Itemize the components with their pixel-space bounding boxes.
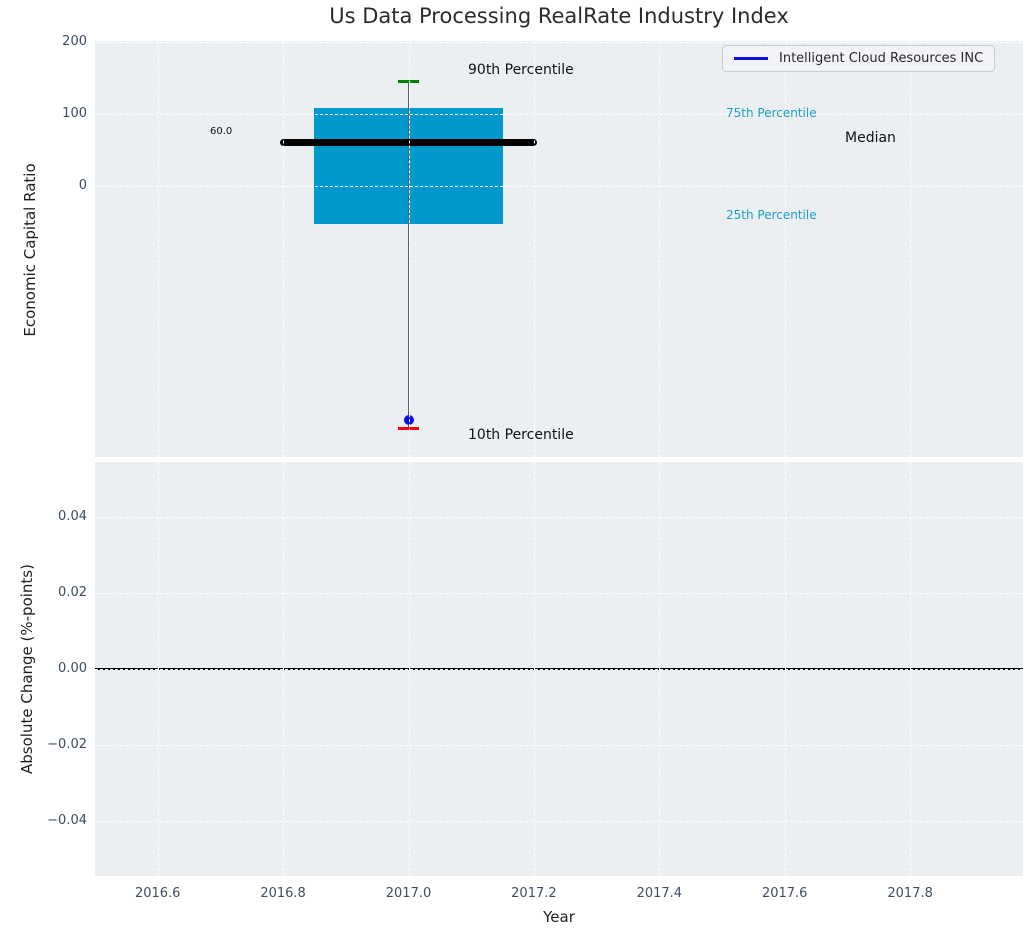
gridline-vertical — [157, 41, 159, 457]
y-tick-label: 200 — [62, 33, 87, 49]
legend-line-swatch — [734, 57, 768, 60]
x-tick-label: 2017.4 — [636, 886, 683, 901]
annotation-10th-percentile: 10th Percentile — [468, 427, 574, 443]
top-axes — [95, 41, 1023, 457]
bottom-y-axis-label: Absolute Change (%-points) — [18, 564, 36, 774]
annotation-90th-percentile: 90th Percentile — [468, 62, 574, 78]
legend: Intelligent Cloud Resources INC — [722, 45, 996, 72]
y-tick-label: 0.04 — [58, 509, 87, 525]
x-tick-label: 2017.8 — [887, 886, 933, 901]
chart-title: Us Data Processing RealRate Industry Ind… — [329, 4, 789, 28]
gridline-vertical — [659, 41, 661, 457]
gridline-vertical — [910, 41, 912, 457]
annotation-median: Median — [845, 130, 896, 146]
gridline-horizontal — [95, 41, 1023, 43]
gridline-vertical — [283, 41, 285, 457]
y-tick-label: 0.02 — [58, 585, 87, 601]
gridline-horizontal — [95, 669, 1023, 670]
gridline-vertical — [533, 41, 535, 457]
y-tick-label: 0 — [78, 177, 87, 193]
y-tick-label: 100 — [62, 105, 87, 121]
x-tick-label: 2016.8 — [260, 886, 306, 901]
gridline-horizontal — [95, 113, 1023, 115]
gridline-horizontal — [95, 593, 1023, 595]
bottom-axes — [95, 462, 1023, 876]
y-tick-label: 0.00 — [58, 661, 87, 676]
annotation-75th-percentile: 75th Percentile — [726, 106, 817, 120]
x-tick-label: 2017.2 — [511, 886, 557, 901]
gridline-vertical — [408, 41, 410, 457]
gridline-horizontal — [95, 820, 1023, 822]
gridline-horizontal — [95, 185, 1023, 187]
y-tick-label: −0.04 — [47, 812, 87, 828]
legend-label: Intelligent Cloud Resources INC — [779, 51, 984, 66]
x-tick-label: 2017.6 — [761, 886, 808, 901]
annotation-25th-percentile: 25th Percentile — [726, 208, 817, 222]
annotation-median-value: 60.0 — [210, 126, 233, 137]
x-tick-label: 2017.0 — [385, 886, 432, 901]
x-tick-label: 2016.6 — [134, 886, 181, 901]
gridline-vertical — [784, 41, 786, 457]
y-tick-label: −0.02 — [47, 736, 87, 752]
gridline-horizontal — [95, 517, 1023, 519]
gridline-horizontal — [95, 744, 1023, 746]
x-axis-label: Year — [543, 908, 575, 926]
